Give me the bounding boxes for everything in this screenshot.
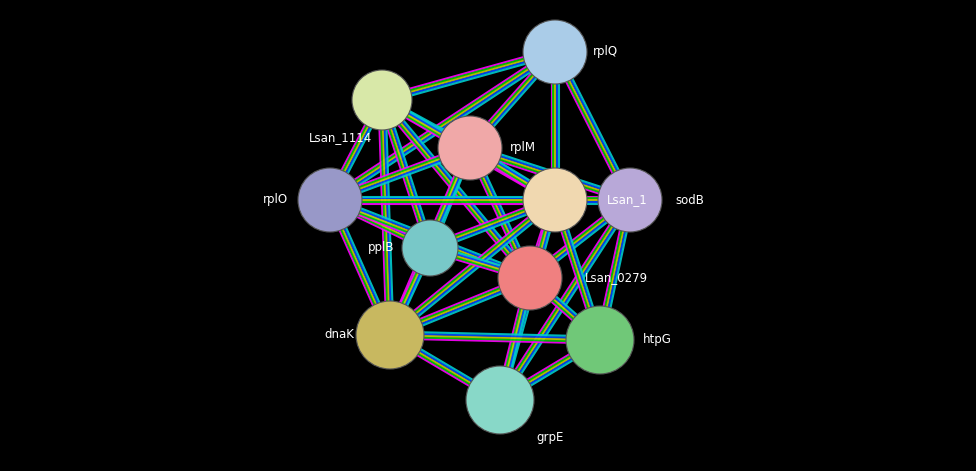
Circle shape	[298, 168, 362, 232]
Circle shape	[498, 246, 562, 310]
Circle shape	[598, 168, 662, 232]
Text: dnaK: dnaK	[324, 328, 354, 341]
Circle shape	[356, 301, 424, 369]
Text: sodB: sodB	[675, 194, 704, 206]
Circle shape	[352, 70, 412, 130]
Text: pplB: pplB	[368, 242, 394, 254]
Text: Lsan_1: Lsan_1	[607, 194, 648, 206]
Text: rplM: rplM	[510, 141, 536, 154]
Circle shape	[523, 20, 587, 84]
Circle shape	[438, 116, 502, 180]
Text: rplO: rplO	[263, 194, 288, 206]
Text: grpE: grpE	[536, 431, 563, 445]
Circle shape	[466, 366, 534, 434]
Text: Lsan_0279: Lsan_0279	[585, 271, 648, 284]
Circle shape	[402, 220, 458, 276]
Text: rplQ: rplQ	[593, 46, 618, 58]
Text: htpG: htpG	[643, 333, 671, 347]
Circle shape	[523, 168, 587, 232]
Circle shape	[566, 306, 634, 374]
Text: Lsan_1114: Lsan_1114	[308, 131, 372, 145]
